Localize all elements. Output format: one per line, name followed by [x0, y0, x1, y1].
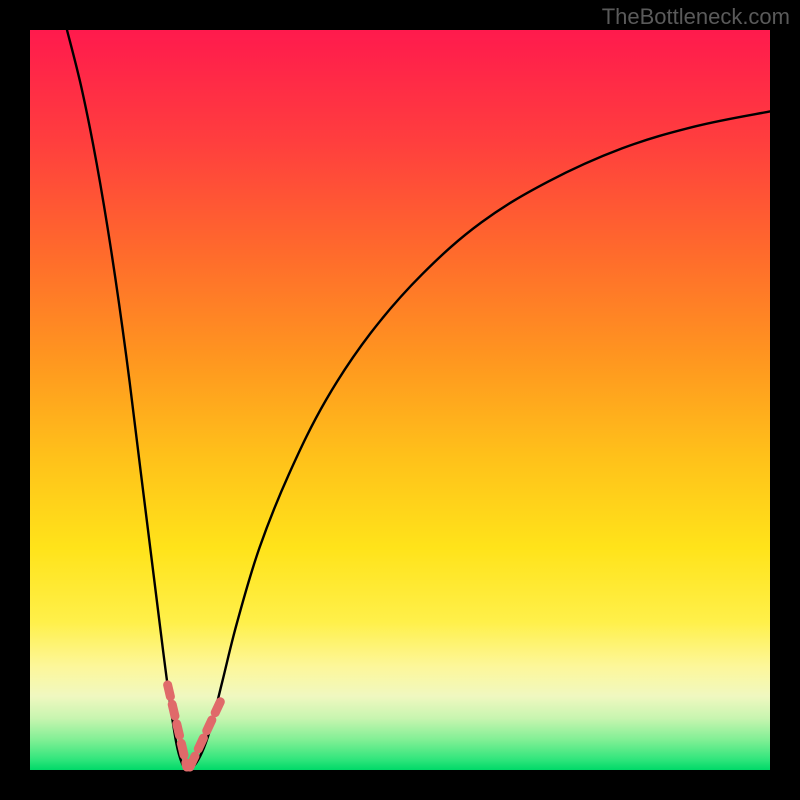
watermark-text: TheBottleneck.com	[602, 4, 790, 30]
bottleneck-chart	[0, 0, 800, 800]
chart-container: TheBottleneck.com	[0, 0, 800, 800]
